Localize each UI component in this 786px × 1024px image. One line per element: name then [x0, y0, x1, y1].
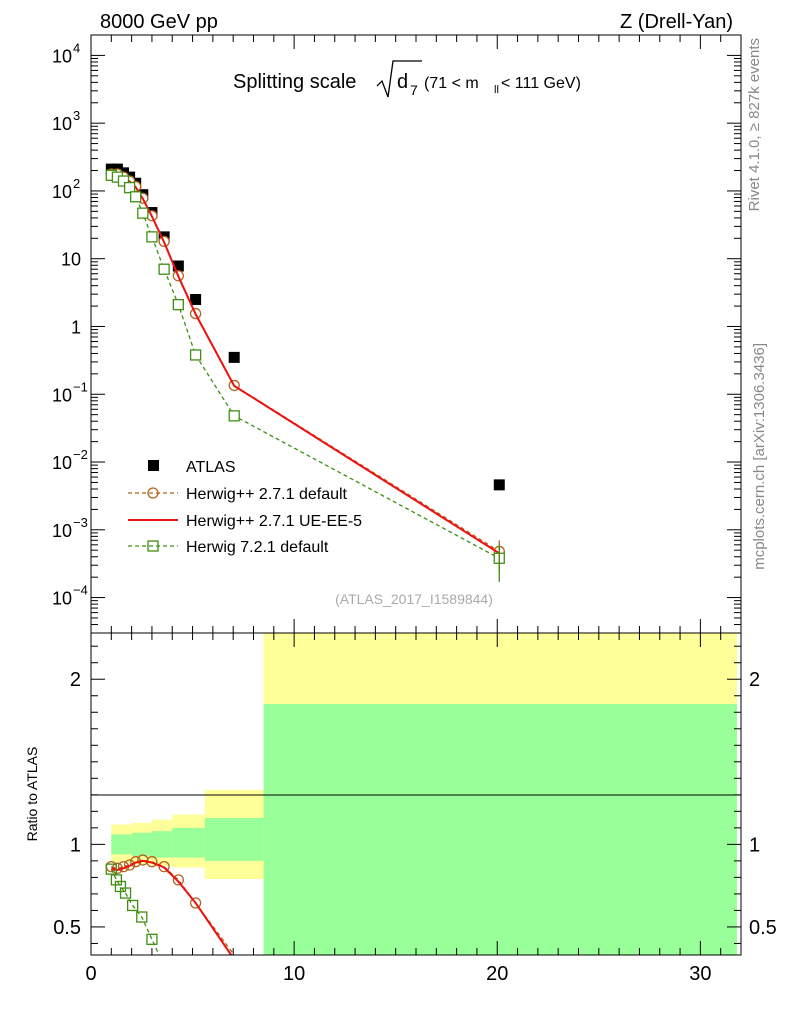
data-point-herwig-7-2-1-default — [228, 410, 240, 422]
y-tick-label-exponent: 4 — [73, 40, 80, 55]
sqrt-symbol — [376, 60, 422, 98]
title-mass-range: (71 < m — [424, 75, 479, 92]
title-mass-range-end: < 111 GeV) — [501, 75, 581, 92]
ratio-point-herwig-7-2-1-default — [126, 899, 139, 912]
green-uncertainty-band — [111, 834, 132, 855]
ratio-y-tick-label-left: 1 — [70, 834, 81, 856]
ratio-point-herwig-2-7-1-default — [158, 861, 170, 873]
legend: ATLAS Herwig++ 2.7.1 default Herwig++ 2.… — [128, 459, 362, 556]
main-series-layer — [105, 163, 505, 582]
y-tick-label: 10 — [52, 46, 72, 66]
legend-label-atlas: ATLAS — [186, 459, 236, 476]
y-tick-label: 1 — [71, 317, 81, 337]
y-tick-label: 10 — [52, 521, 72, 541]
plot-title: Splitting scale d 7 (71 < m ll < 111 GeV… — [233, 60, 581, 98]
green-uncertainty-band — [151, 831, 173, 858]
data-point-atlas — [228, 351, 240, 363]
ratio-line-herwig-2-7-1-ue-ee-5 — [111, 859, 232, 955]
data-point-atlas — [190, 294, 202, 306]
title-variable-subscript: 7 — [410, 82, 418, 98]
y-tick-label-exponent: 2 — [73, 176, 80, 191]
analysis-watermark: (ATLAS_2017_I1589844) — [335, 591, 493, 607]
ratio-y-tick-label-right: 2 — [749, 669, 760, 691]
title-text: Splitting scale — [233, 71, 356, 93]
legend-marker-atlas — [148, 460, 159, 471]
y-tick-label-exponent: −2 — [73, 447, 88, 462]
ratio-y-tick-label-left: 0.5 — [53, 917, 81, 939]
ratio-point-herwig-7-2-1-default — [146, 933, 158, 945]
green-uncertainty-band — [204, 817, 264, 861]
legend-item-atlas: ATLAS — [148, 459, 236, 476]
data-point-herwig-7-2-1-default — [137, 207, 149, 219]
ratio-point-herwig-2-7-1-default — [123, 859, 136, 871]
ratio-series-layer — [105, 854, 235, 955]
y-tick-label: 10 — [61, 250, 81, 270]
ratio-y-axis-label: Ratio to ATLAS — [24, 747, 40, 842]
title-variable: d — [397, 71, 408, 93]
legend-item-herwig-ueee5: Herwig++ 2.7.1 UE-EE-5 — [128, 513, 362, 530]
data-point-atlas — [493, 479, 505, 491]
x-tick-label: 10 — [283, 963, 305, 985]
source-reference-text: mcplots.cern.ch [arXiv:1306.3436] — [751, 343, 768, 570]
ratio-point-herwig-7-2-1-default — [105, 863, 117, 875]
y-tick-label: 10 — [52, 453, 72, 473]
ratio-panel: 0 10 20 30 0.5 0.5 1 1 2 2 Ratio to ATLAS — [24, 632, 777, 985]
data-point-herwig-7-2-1-default — [172, 298, 184, 311]
ratio-y-tick-label-left: 2 — [70, 669, 81, 691]
y-tick-label: 10 — [52, 385, 72, 405]
y-tick-label-exponent: −3 — [73, 515, 88, 530]
ratio-line-herwig-7-2-1-default — [110, 868, 160, 955]
y-tick-label-exponent: −1 — [73, 379, 88, 394]
legend-item-herwig-default: Herwig++ 2.7.1 default — [128, 486, 348, 503]
x-tick-label: 20 — [486, 963, 508, 985]
uncertainty-bands — [111, 633, 737, 955]
legend-label-herwig-ueee5: Herwig++ 2.7.1 UE-EE-5 — [186, 513, 362, 530]
data-point-herwig-7-2-1-default — [158, 263, 170, 275]
data-point-herwig-7-2-1-default — [130, 191, 142, 203]
data-point-herwig-7-2-1-default — [146, 231, 158, 243]
series-line-herwig-7-2-1-default — [111, 174, 500, 559]
ratio-point-herwig-2-7-1-default — [172, 874, 184, 886]
legend-item-herwig7: Herwig 7.2.1 default — [128, 539, 329, 556]
ratio-point-herwig-7-2-1-default — [110, 874, 123, 886]
data-point-herwig-7-2-1-default — [189, 349, 202, 361]
data-point-herwig-7-2-1-default — [123, 181, 136, 194]
legend-label-herwig-default: Herwig++ 2.7.1 default — [186, 486, 348, 503]
ratio-y-tick-label-right: 0.5 — [749, 917, 777, 939]
data-point-herwig-7-2-1-default — [117, 175, 130, 187]
x-tick-label: 0 — [85, 963, 96, 985]
ratio-point-herwig-7-2-1-default — [119, 887, 132, 899]
y-tick-label: 10 — [52, 114, 72, 134]
ratio-point-herwig-2-7-1-default — [189, 897, 202, 909]
ratio-axis-ticks: 0 10 20 30 0.5 0.5 1 1 2 2 — [53, 633, 777, 985]
title-mass-subscript: ll — [494, 84, 499, 96]
y-tick-label-exponent: 3 — [73, 108, 80, 123]
rivet-version-text: Rivet 4.1.0, ≥ 827k events — [746, 38, 763, 211]
data-point-atlas — [172, 260, 184, 272]
green-uncertainty-band — [263, 704, 737, 955]
y-tick-label-exponent: −4 — [73, 583, 88, 598]
green-uncertainty-band — [172, 827, 205, 858]
process-label: Z (Drell-Yan) — [620, 11, 733, 33]
collision-label: 8000 GeV pp — [100, 11, 218, 33]
ratio-point-herwig-7-2-1-default — [136, 911, 148, 923]
legend-label-herwig7: Herwig 7.2.1 default — [186, 539, 329, 556]
green-uncertainty-band — [131, 832, 152, 856]
ratio-y-tick-label-right: 1 — [749, 834, 760, 856]
main-axis-ticks — [90, 34, 742, 634]
y-tick-label: 10 — [52, 182, 72, 202]
y-tick-label: 10 — [52, 589, 72, 609]
legend-marker-herwig7 — [147, 540, 159, 552]
x-tick-label: 30 — [689, 963, 711, 985]
legend-marker-herwig-default — [147, 487, 159, 499]
